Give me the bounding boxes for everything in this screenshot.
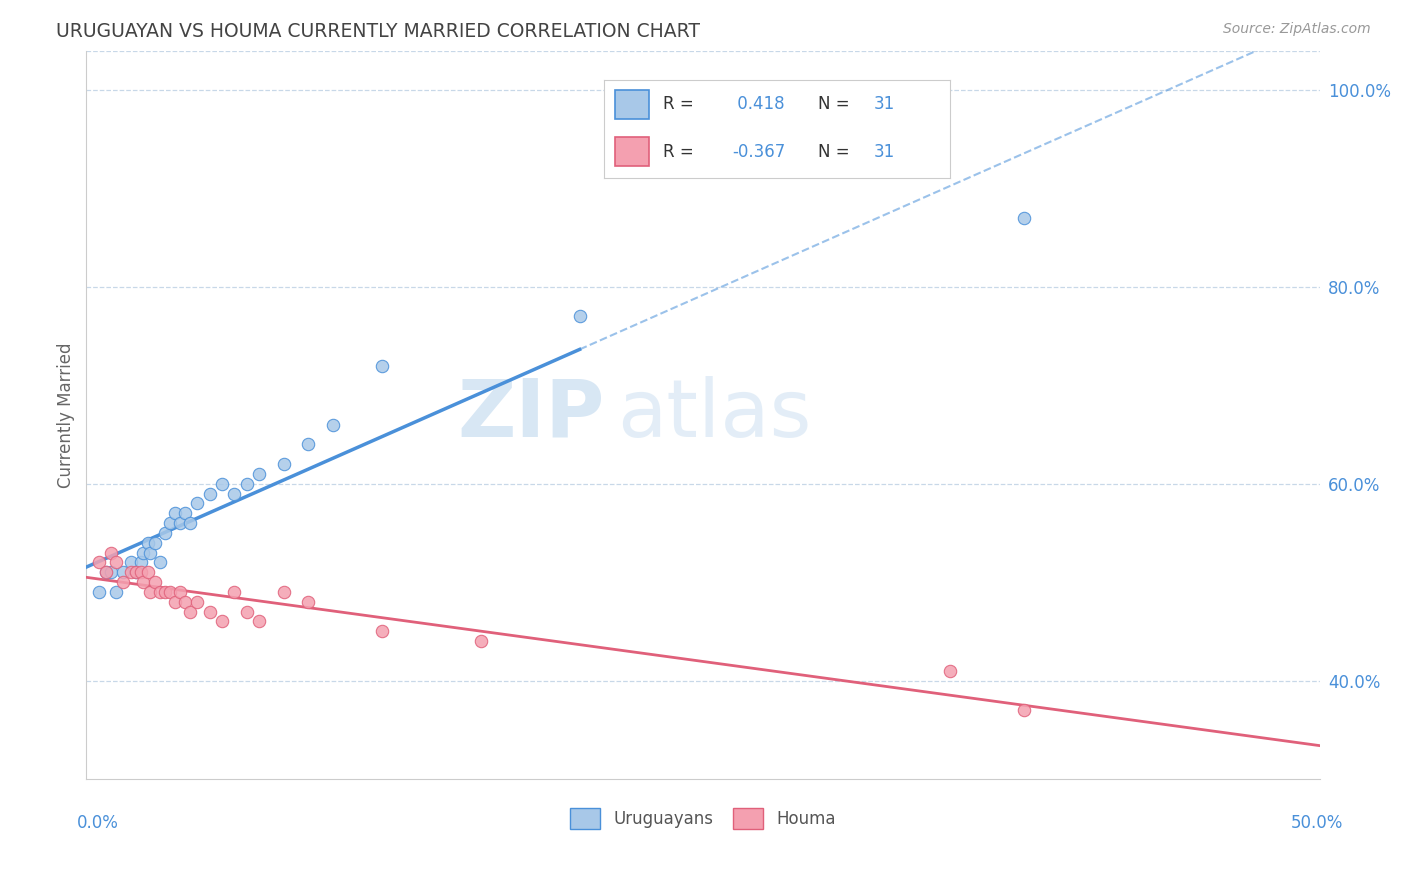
Text: atlas: atlas xyxy=(617,376,811,454)
Point xyxy=(247,467,270,481)
Point xyxy=(174,595,197,609)
Point xyxy=(211,615,233,629)
Point xyxy=(100,545,122,559)
Point xyxy=(297,437,319,451)
Point xyxy=(186,595,208,609)
Point xyxy=(273,457,295,471)
Point xyxy=(297,595,319,609)
Point xyxy=(100,566,122,580)
Point xyxy=(470,634,492,648)
Point xyxy=(112,566,135,580)
Point xyxy=(224,585,246,599)
Point xyxy=(112,575,135,590)
Point xyxy=(104,556,127,570)
Text: 0.0%: 0.0% xyxy=(77,814,120,831)
Point xyxy=(149,585,172,599)
Point xyxy=(132,545,155,559)
Y-axis label: Currently Married: Currently Married xyxy=(58,342,75,488)
Point xyxy=(143,575,166,590)
Point xyxy=(1012,703,1035,717)
Point xyxy=(120,566,142,580)
Point xyxy=(159,585,181,599)
Text: Source: ZipAtlas.com: Source: ZipAtlas.com xyxy=(1223,22,1371,37)
Point xyxy=(247,615,270,629)
Legend: Uruguayans, Houma: Uruguayans, Houma xyxy=(564,801,842,836)
Point xyxy=(224,486,246,500)
Point xyxy=(235,605,257,619)
Point xyxy=(136,535,159,549)
Point xyxy=(169,585,191,599)
Point xyxy=(136,566,159,580)
Point xyxy=(87,585,110,599)
Point xyxy=(273,585,295,599)
Point xyxy=(139,545,162,559)
Point xyxy=(1012,211,1035,225)
Point xyxy=(174,506,197,520)
Point xyxy=(186,496,208,510)
Point xyxy=(155,585,177,599)
Point xyxy=(371,359,394,373)
Point xyxy=(568,310,591,324)
Point xyxy=(129,566,152,580)
Point xyxy=(139,585,162,599)
Point xyxy=(155,525,177,540)
Point xyxy=(87,556,110,570)
Point xyxy=(143,535,166,549)
Point xyxy=(124,566,146,580)
Point xyxy=(94,566,117,580)
Point xyxy=(198,486,221,500)
Text: ZIP: ZIP xyxy=(457,376,605,454)
Point xyxy=(165,506,187,520)
Point xyxy=(94,566,117,580)
Point xyxy=(235,476,257,491)
Point xyxy=(129,556,152,570)
Text: 50.0%: 50.0% xyxy=(1291,814,1343,831)
Point xyxy=(211,476,233,491)
Point xyxy=(149,556,172,570)
Point xyxy=(322,417,344,432)
Point xyxy=(198,605,221,619)
Point xyxy=(169,516,191,530)
Point xyxy=(120,556,142,570)
Point xyxy=(179,516,201,530)
Point xyxy=(371,624,394,639)
Point xyxy=(179,605,201,619)
Point xyxy=(104,585,127,599)
Point xyxy=(165,595,187,609)
Text: URUGUAYAN VS HOUMA CURRENTLY MARRIED CORRELATION CHART: URUGUAYAN VS HOUMA CURRENTLY MARRIED COR… xyxy=(56,22,700,41)
Point xyxy=(124,566,146,580)
Point xyxy=(132,575,155,590)
Point xyxy=(159,516,181,530)
Point xyxy=(938,664,960,678)
